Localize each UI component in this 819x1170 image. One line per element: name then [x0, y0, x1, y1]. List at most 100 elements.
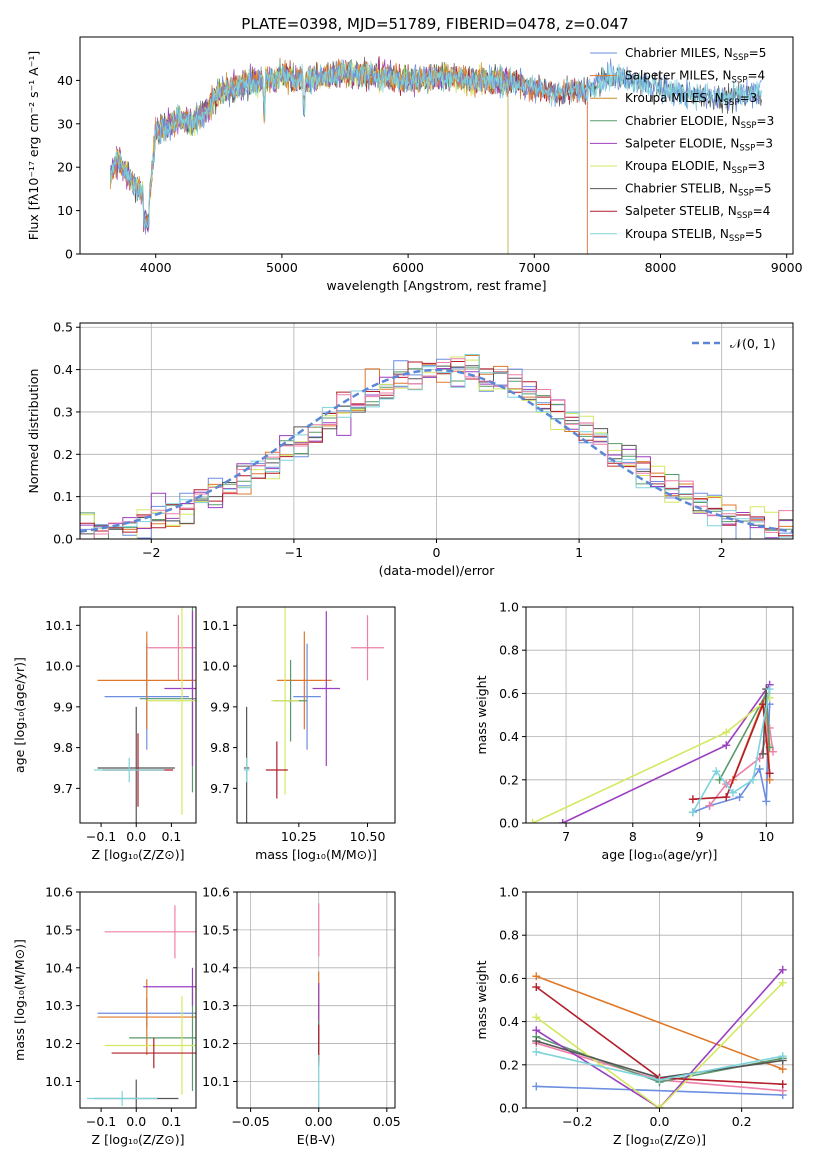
- error-bar-point: [265, 741, 288, 799]
- y-tick-label: 10.6: [202, 885, 230, 900]
- x-tick-label: 0: [433, 545, 441, 560]
- y-tick-label: 0.3: [53, 404, 73, 419]
- legend-entry: Chabrier ELODIE, NSSP=3: [625, 114, 774, 131]
- error-bar-point: [143, 967, 196, 1006]
- x-tick-label: 0.05: [373, 1114, 401, 1129]
- x-tick-label: 9000: [771, 260, 803, 275]
- x-tick-label: 10.50: [350, 829, 386, 844]
- plot-area: [532, 965, 787, 1108]
- error-bar-point: [146, 615, 196, 681]
- error-bar-point: [293, 643, 321, 750]
- y-tick-label: 10.5: [45, 922, 73, 937]
- panel-2: −2 −1 0 1 2 0.0 0.1 0.2 0.3 0.4 0.5 (data-model)/er…: [26, 320, 794, 578]
- axes-frame: [236, 891, 396, 1109]
- x-tick-label: −1: [285, 545, 303, 560]
- y-tick-label: 10.1: [202, 1074, 230, 1089]
- error-bar-point: [351, 615, 385, 681]
- y-tick-label: 9.7: [53, 781, 73, 796]
- plot-area: [528, 680, 777, 823]
- x-tick-label: −0.1: [86, 829, 116, 844]
- y-tick-label: 1.0: [499, 600, 519, 615]
- legend-entry: Kroupa ELODIE, NSSP=3: [625, 159, 765, 176]
- x-axis-label: (data-model)/error: [379, 563, 496, 578]
- grid-lines: [526, 606, 793, 824]
- panel-5: 7 8 9 10 0.0 0.2 0.4 0.6 0.8 1.0 age [log₁₀(age/yr…: [474, 600, 794, 862]
- y-tick-label: 10.6: [45, 885, 73, 900]
- y-tick-label: 10.1: [45, 1074, 73, 1089]
- x-axis-label: Z [log₁₀(Z/Z⊙)]: [613, 1132, 706, 1147]
- y-tick-label: 0.6: [499, 971, 519, 986]
- weight-marker: [765, 723, 774, 732]
- legend-entry: Chabrier MILES, NSSP=5: [625, 46, 766, 63]
- error-bar-point: [97, 706, 175, 823]
- y-tick-label: 0.4: [53, 362, 73, 377]
- y-tick-label: 0.2: [53, 447, 73, 462]
- plot-area: [243, 607, 385, 823]
- y-tick-label: 10.4: [45, 960, 73, 975]
- weight-marker: [722, 728, 731, 737]
- legend-entry: 𝒩(0, 1): [730, 336, 776, 351]
- y-tick-label: 10.5: [202, 922, 230, 937]
- panel-8: −0.2 0.0 0.2 0.0 0.2 0.4 0.6 0.8 1.0 Z [log₁₀(Z/Z…: [474, 885, 794, 1147]
- plot-area: [94, 607, 196, 823]
- weight-line: [536, 1085, 783, 1096]
- grid-lines: [237, 891, 395, 1108]
- y-tick-label: 0.2: [499, 772, 519, 787]
- x-tick-label: 10.25: [281, 829, 317, 844]
- weight-line: [692, 703, 771, 800]
- y-axis-label: mass [log₁₀(M/M⊙)]: [12, 939, 27, 1061]
- weight-marker: [755, 765, 764, 773]
- legend-entry: Salpeter STELIB, NSSP=4: [625, 204, 770, 221]
- axes-frame: [79, 36, 794, 255]
- x-tick-label: 7000: [518, 260, 550, 275]
- axes-frame: [525, 606, 794, 824]
- weight-marker: [532, 1026, 541, 1035]
- y-tick-label: 10.2: [45, 1036, 73, 1051]
- spectrum-line: [110, 60, 762, 229]
- axes-frame: [236, 606, 396, 824]
- y-tick-label: 9.9: [210, 699, 230, 714]
- error-bar-point: [111, 1037, 196, 1069]
- weight-marker: [688, 808, 697, 817]
- error-bar-point: [271, 607, 299, 795]
- y-tick-label: 20: [57, 160, 73, 175]
- y-tick-label: 0.5: [53, 320, 73, 335]
- axes-frame: [79, 891, 197, 1109]
- x-tick-label: 2: [718, 545, 726, 560]
- weight-marker: [528, 819, 537, 823]
- panel-1: 4000 5000 6000 7000 8000 9000 0 10 20 30 40 wavelen…: [26, 36, 803, 293]
- y-tick-label: 0.1: [53, 489, 73, 504]
- panel-4: 10.25 10.50 9.7 9.8 9.9 10.0 10.1 mass [log₁₀(M…: [202, 606, 396, 862]
- x-axis-label: Z [log₁₀(Z/Z⊙)]: [92, 847, 185, 862]
- axes-frame: [79, 606, 197, 824]
- y-tick-label: 0.6: [499, 686, 519, 701]
- plot-area: [80, 354, 793, 539]
- x-tick-label: 4000: [140, 260, 172, 275]
- weight-marker: [778, 1052, 787, 1061]
- panel-6: −0.1 0.0 0.1 10.1 10.2 10.3 10.4 10.5 10.6 Z [log…: [12, 885, 197, 1147]
- weight-line: [532, 697, 771, 823]
- legend-entry: Kroupa STELIB, NSSP=5: [625, 227, 763, 244]
- y-tick-label: 9.7: [210, 781, 230, 796]
- weight-marker: [532, 1082, 541, 1091]
- y-axis-label: age [log₁₀(age/yr)]: [12, 657, 27, 773]
- x-tick-label: 9: [696, 829, 704, 844]
- spectrum-title: PLATE=0398, MJD=51789, FIBERID=0478, z=0…: [241, 15, 628, 33]
- y-tick-label: 30: [57, 116, 73, 131]
- plot-area: [87, 905, 196, 1108]
- y-tick-label: 0.2: [499, 1057, 519, 1072]
- error-bar-point: [164, 611, 196, 766]
- weight-marker: [705, 801, 714, 810]
- y-tick-label: 0.4: [499, 1014, 519, 1029]
- weight-marker: [655, 1104, 664, 1108]
- y-tick-label: 0.0: [499, 1101, 519, 1116]
- grid-lines: [80, 323, 793, 540]
- x-tick-label: −2: [142, 545, 160, 560]
- weight-marker: [762, 797, 771, 806]
- y-tick-label: 9.8: [53, 740, 73, 755]
- weight-marker: [765, 693, 774, 702]
- weight-marker: [558, 819, 567, 823]
- x-tick-label: 0.0: [126, 829, 146, 844]
- x-tick-label: 8: [629, 829, 637, 844]
- weight-marker: [532, 1037, 541, 1046]
